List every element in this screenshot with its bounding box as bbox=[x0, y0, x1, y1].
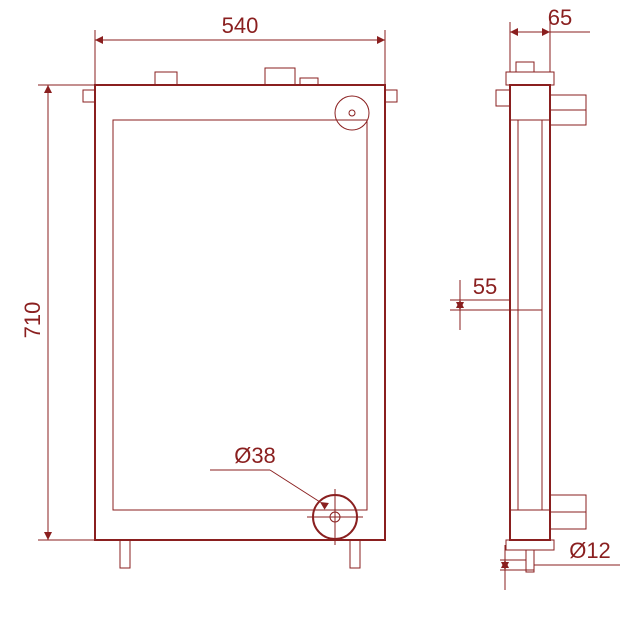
dim-710-label: 710 bbox=[20, 302, 45, 339]
dim-65-label: 65 bbox=[548, 5, 572, 30]
dim-55: 55 bbox=[450, 274, 542, 330]
technical-drawing: 540 65 710 55 bbox=[0, 0, 640, 640]
dim-55-label: 55 bbox=[473, 274, 497, 299]
front-view bbox=[83, 68, 397, 568]
dim-height-710: 710 bbox=[20, 85, 95, 540]
dim-pin-12: Ø12 bbox=[500, 538, 620, 590]
dim-port-38: Ø38 bbox=[210, 443, 320, 502]
dim-38-label: Ø38 bbox=[234, 443, 276, 468]
dim-540-label: 540 bbox=[222, 13, 259, 38]
dim-12-label: Ø12 bbox=[569, 538, 611, 563]
side-view bbox=[496, 62, 586, 572]
dim-width-540: 540 bbox=[95, 13, 385, 85]
